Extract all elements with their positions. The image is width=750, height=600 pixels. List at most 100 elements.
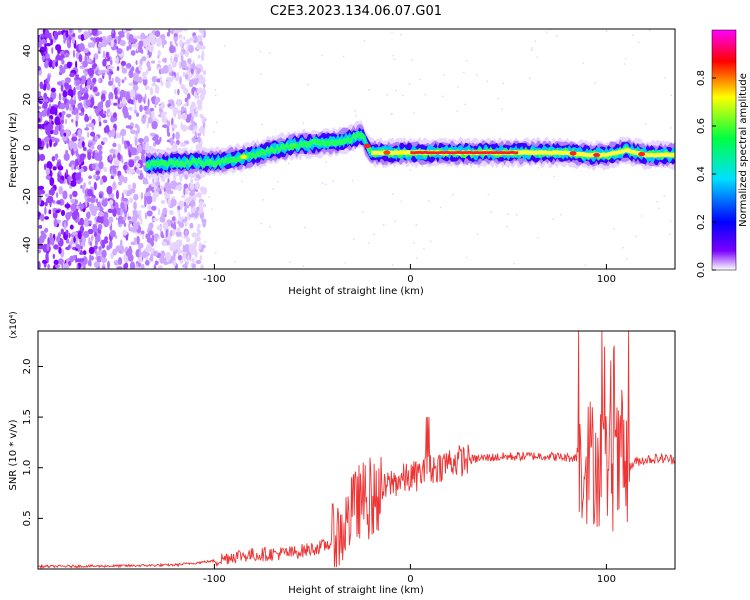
spectrogram-noise-point xyxy=(395,89,397,92)
spectrogram-noise-point xyxy=(76,264,79,269)
spectrogram-noise-point xyxy=(234,261,237,263)
spectrogram-noise-point xyxy=(38,260,41,269)
spectrogram-noise-point xyxy=(151,120,158,130)
spectrogram-noise-point xyxy=(86,211,91,220)
spectrogram-noise-point xyxy=(116,66,120,71)
spectrogram-noise-point xyxy=(129,169,136,174)
spectrogram-noise-point xyxy=(117,215,123,224)
spectrogram-noise-point xyxy=(117,257,123,265)
spectrogram-noise-point xyxy=(63,152,70,161)
spectrogram-noise-point xyxy=(160,250,166,258)
spectrogram-noise-point xyxy=(429,240,432,243)
spectrogram-noise-point xyxy=(191,263,197,269)
spectrogram-noise-point xyxy=(64,118,68,125)
spectrogram-noise-point xyxy=(191,116,194,125)
spectrogram-noise-point xyxy=(98,115,102,123)
spectrogram-noise-point xyxy=(77,103,81,110)
spectrogram-noise-point xyxy=(97,223,103,230)
spectrogram-noise-point xyxy=(91,41,96,48)
spectrogram-noise-point xyxy=(108,208,112,213)
spectrogram-noise-point xyxy=(113,102,118,106)
spectrogram-noise-point xyxy=(121,96,126,105)
spectrogram-noise-point xyxy=(38,124,43,129)
spectrogram-noise-point xyxy=(269,225,271,228)
spectrogram-noise-point xyxy=(161,241,167,247)
spectrogram-noise-point xyxy=(175,239,183,244)
spectrogram-noise-point xyxy=(490,211,493,214)
spectrogram-noise-point xyxy=(119,131,124,136)
spectrogram-noise-point xyxy=(79,251,84,256)
spectrogram-noise-point xyxy=(149,86,154,96)
spectrogram-noise-point xyxy=(637,41,640,44)
spectrogram-noise-point xyxy=(112,181,116,190)
spectrogram-noise-point xyxy=(145,191,152,197)
spectrogram-noise-point xyxy=(669,233,671,236)
spectrogram-noise-point xyxy=(80,184,83,189)
spectrogram-noise-point xyxy=(38,105,42,110)
spectrogram-noise-point xyxy=(64,82,68,89)
spectrogram-noise-point xyxy=(140,217,143,225)
spectrogram-noise-point xyxy=(198,75,202,81)
spectrogram-noise-point xyxy=(351,179,354,182)
spectrogram-noise-point xyxy=(73,236,76,243)
spectrogram-noise-point xyxy=(307,83,310,86)
spectrogram-noise-point xyxy=(69,255,75,263)
spectrogram-noise-point xyxy=(658,207,660,210)
spectrogram-noise-point xyxy=(172,260,177,267)
spectrogram-noise-point xyxy=(261,123,263,126)
spectrogram-noise-point xyxy=(277,181,279,183)
spectrogram-noise-point xyxy=(145,260,150,266)
spectrogram-noise-point xyxy=(117,143,122,153)
spectrogram-noise-point xyxy=(38,90,42,96)
spectrogram-noise-point xyxy=(79,201,82,208)
spectrogram-noise-point xyxy=(183,254,186,262)
spectrogram-noise-point xyxy=(71,118,74,123)
spectrogram-noise-point xyxy=(80,177,83,183)
spectrogram-noise-point xyxy=(120,239,123,249)
spectrogram-noise-point xyxy=(161,212,165,220)
spectrogram-noise-point xyxy=(165,80,171,89)
spectrogram-noise-point xyxy=(55,61,58,67)
spectrogram-noise-point xyxy=(154,260,159,266)
spectrogram-noise-point xyxy=(98,78,101,83)
spectrogram-noise-point xyxy=(194,239,198,248)
spectrogram-noise-point xyxy=(94,152,101,161)
spectrogram-noise-point xyxy=(90,144,95,150)
spectrogram-noise-point xyxy=(68,162,72,168)
spectrogram-noise-point xyxy=(134,86,137,96)
spectrogram-noise-point xyxy=(165,147,171,152)
spectrogram-noise-point xyxy=(83,217,90,227)
spectrogram-noise-point xyxy=(189,183,195,190)
spectrogram-noise-point xyxy=(181,124,187,132)
snr-x-tick-label: 0 xyxy=(407,574,413,585)
spectrogram-noise-point xyxy=(202,70,207,76)
spectrogram-noise-point xyxy=(531,47,533,49)
spectrogram-noise-point xyxy=(193,90,197,99)
spectrogram-noise-point xyxy=(131,38,138,44)
spectrogram-noise-point xyxy=(176,29,183,33)
spectrogram-noise-point xyxy=(584,264,587,267)
spectrogram-noise-point xyxy=(97,42,104,48)
spectrogram-noise-point xyxy=(194,131,197,139)
spectrogram-noise-point xyxy=(176,108,179,114)
spectrogram-hotspot xyxy=(289,143,297,148)
spectrogram-noise-point xyxy=(89,115,92,121)
spectrogram-noise-point xyxy=(38,41,43,48)
spectrogram-noise-point xyxy=(92,223,98,233)
spectrogram-noise-point xyxy=(78,54,83,63)
spectrogram-noise-point xyxy=(506,225,508,228)
spectrogram-noise-point xyxy=(75,113,79,122)
spectrogram-noise-point xyxy=(191,212,196,217)
spectrogram-noise-point xyxy=(145,141,149,150)
spectrogram-noise-point xyxy=(108,72,112,81)
spectrogram-noise-point xyxy=(91,163,96,170)
spectrogram-noise-point xyxy=(127,216,132,220)
spectrogram-noise-point xyxy=(61,59,65,65)
spectrogram-noise-point xyxy=(582,62,585,64)
spectrogram-noise-point xyxy=(120,90,126,95)
spectrogram-noise-point xyxy=(170,180,177,190)
spectrogram-noise-point xyxy=(125,93,129,101)
spectrogram-noise-point xyxy=(82,256,88,266)
spectrogram-noise-point xyxy=(69,29,73,34)
spectrogram-noise-point xyxy=(73,86,76,96)
